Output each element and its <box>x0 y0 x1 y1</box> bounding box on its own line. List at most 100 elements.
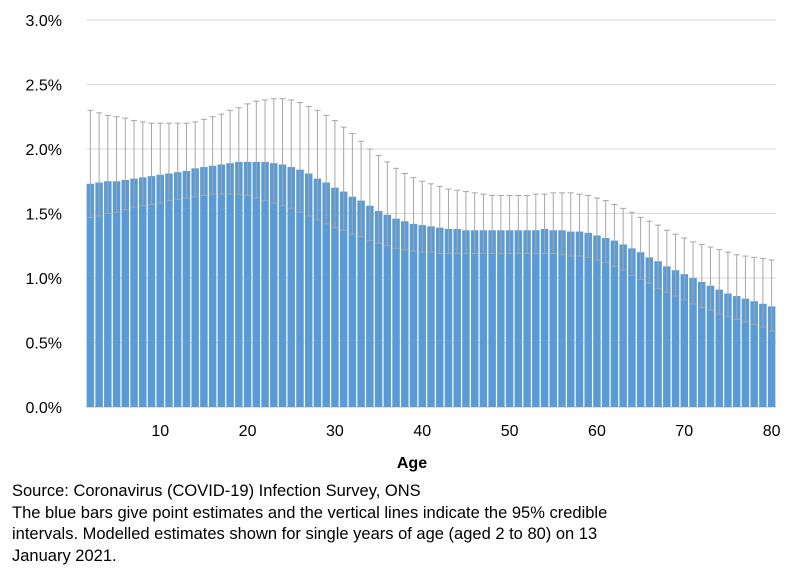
bar <box>235 161 243 407</box>
bar <box>95 182 103 407</box>
y-tick-label: 0.5% <box>26 336 62 353</box>
bar <box>558 230 566 407</box>
bar <box>741 298 750 407</box>
x-tick-label: 20 <box>239 423 257 440</box>
bar <box>575 231 584 407</box>
bar <box>296 169 304 407</box>
bar <box>663 266 671 407</box>
bar <box>226 163 234 407</box>
description-line-1: The blue bars give point estimates and t… <box>12 503 608 522</box>
bar <box>698 281 706 407</box>
bar <box>86 183 95 407</box>
chart: 0.0% 0.5% 1.0% 1.5% 2.0% 2.5% 3.0% 10 20 30 40 50 6… <box>26 13 781 472</box>
bar <box>532 230 540 407</box>
bar <box>628 248 636 407</box>
bar <box>645 257 654 407</box>
bar <box>383 214 392 407</box>
bar <box>322 182 330 407</box>
x-tick-label: 60 <box>588 423 606 440</box>
bar <box>453 228 461 407</box>
bar <box>732 296 741 407</box>
bar <box>462 230 470 407</box>
x-tick-label: 70 <box>675 423 693 440</box>
bar <box>339 191 348 407</box>
bar <box>191 168 199 407</box>
source-note: Source: Coronavirus (COVID-19) Infection… <box>12 482 421 500</box>
bar <box>523 230 531 407</box>
y-tick-label: 2.5% <box>26 78 62 95</box>
bar <box>156 174 164 407</box>
bar <box>759 303 767 407</box>
bar <box>165 173 173 407</box>
y-tick-label: 0.0% <box>26 400 62 417</box>
description-line-2: intervals. Modelled estimates shown for … <box>12 525 598 543</box>
bar <box>505 230 514 407</box>
bar <box>130 178 138 407</box>
bar <box>470 230 479 407</box>
bar <box>680 274 689 407</box>
y-tick-label: 1.5% <box>26 207 62 224</box>
bar <box>593 235 601 407</box>
bar <box>409 223 418 407</box>
bars <box>86 161 776 407</box>
x-tick-label: 30 <box>326 423 344 440</box>
bar <box>767 306 776 407</box>
bar <box>750 301 758 407</box>
bar <box>104 181 112 407</box>
x-axis-title: Age <box>397 455 427 472</box>
bar <box>173 172 182 407</box>
bar <box>304 173 313 407</box>
bar <box>636 252 645 407</box>
bar <box>584 232 592 407</box>
y-tick-label: 2.0% <box>26 142 62 159</box>
bar <box>689 278 697 407</box>
x-tick-label: 40 <box>413 423 431 440</box>
bar <box>444 228 453 407</box>
x-tick-label: 80 <box>763 423 781 440</box>
bar <box>479 230 488 407</box>
bar <box>654 261 662 407</box>
y-tick-label: 3.0% <box>26 13 62 30</box>
bar <box>427 226 435 407</box>
bar <box>217 164 226 407</box>
bar <box>488 230 496 407</box>
y-axis: 0.0% 0.5% 1.0% 1.5% 2.0% 2.5% 3.0% <box>26 13 62 417</box>
bar <box>112 181 121 407</box>
x-axis: 10 20 30 40 50 60 70 80 <box>151 423 780 440</box>
bar <box>287 167 296 407</box>
bar <box>139 177 147 407</box>
bar <box>208 165 217 407</box>
chart-notes: Source: Coronavirus (COVID-19) Infection… <box>12 481 782 567</box>
bar <box>313 178 322 407</box>
bar <box>366 205 374 407</box>
bar <box>182 170 191 407</box>
bar <box>270 163 278 407</box>
bar <box>331 187 339 407</box>
bar <box>540 228 549 407</box>
y-tick-label: 1.0% <box>26 271 62 288</box>
bar <box>514 230 523 407</box>
bar <box>261 161 269 407</box>
bar <box>357 200 365 407</box>
bar <box>252 161 261 407</box>
bar <box>601 238 610 407</box>
x-tick-label: 10 <box>151 423 169 440</box>
bar <box>715 289 723 407</box>
bar <box>566 231 575 407</box>
bar <box>549 230 558 407</box>
bar <box>401 221 409 407</box>
bar <box>671 270 680 407</box>
bar <box>619 244 627 407</box>
bar <box>497 230 505 407</box>
bar <box>706 285 715 407</box>
description-line-3: January 2021. <box>12 546 117 565</box>
bar <box>348 196 357 407</box>
bar <box>200 167 208 407</box>
bar <box>724 293 732 407</box>
bar <box>147 176 156 407</box>
bar <box>243 161 252 407</box>
bar <box>392 218 400 407</box>
x-tick-label: 50 <box>501 423 519 440</box>
bar <box>278 164 287 407</box>
bar <box>374 210 383 407</box>
